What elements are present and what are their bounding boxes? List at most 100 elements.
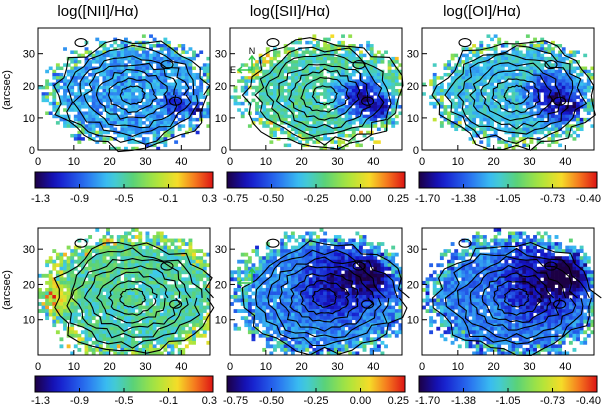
heatmap-cell xyxy=(141,333,146,338)
heatmap-cell xyxy=(369,47,374,51)
heatmap-cell xyxy=(362,259,367,264)
heatmap-cell xyxy=(116,85,121,90)
heatmap-cell xyxy=(177,333,182,338)
heatmap-cell xyxy=(109,252,114,257)
heatmap-cell xyxy=(504,56,509,61)
heatmap-cell xyxy=(394,263,399,268)
heatmap-cell xyxy=(387,72,392,77)
heatmap-cell xyxy=(152,69,157,74)
heatmap-cell xyxy=(536,56,541,61)
heatmap-cell xyxy=(376,95,381,99)
heatmap-cell xyxy=(163,242,168,246)
heatmap-cell xyxy=(439,95,444,99)
colorbar-tick-label: -0.9 xyxy=(70,395,89,405)
heatmap-cell xyxy=(206,316,211,321)
heatmap-cell xyxy=(127,337,132,342)
heatmap-cell xyxy=(490,108,494,112)
heatmap-cell xyxy=(255,280,259,285)
heatmap-cell xyxy=(540,40,545,45)
heatmap-cell xyxy=(77,111,82,115)
heatmap-cell xyxy=(159,108,164,112)
heatmap-cell xyxy=(308,95,313,99)
heatmap-cell xyxy=(290,231,295,236)
heatmap-cell xyxy=(398,111,403,115)
heatmap-cell xyxy=(244,108,249,112)
heatmap-cell xyxy=(355,89,360,93)
heatmap-cell xyxy=(265,280,270,285)
heatmap-cell xyxy=(134,252,139,257)
heatmap-cell xyxy=(84,319,89,324)
heatmap-cell xyxy=(312,47,317,51)
heatmap-cell xyxy=(145,287,150,292)
heatmap-cell xyxy=(290,76,295,80)
heatmap-cell xyxy=(511,92,516,96)
heatmap-cell xyxy=(120,95,125,99)
heatmap-cell xyxy=(337,133,342,138)
heatmap-cell xyxy=(149,98,153,103)
heatmap-cell xyxy=(177,238,182,243)
heatmap-cell xyxy=(131,53,136,58)
heatmap-cell xyxy=(348,124,353,128)
heatmap-cell xyxy=(522,133,527,138)
heatmap-cell xyxy=(138,114,143,119)
heatmap-cell xyxy=(184,85,189,90)
heatmap-cell xyxy=(479,98,484,103)
heatmap-cell xyxy=(184,333,189,338)
heatmap-cell xyxy=(319,249,324,253)
heatmap-cell xyxy=(113,312,118,317)
heatmap-cell xyxy=(116,235,121,239)
heatmap-cell xyxy=(283,263,288,268)
heatmap-cell xyxy=(262,121,267,125)
heatmap-cell xyxy=(52,302,57,306)
heatmap-cell xyxy=(369,270,374,275)
heatmap-cell xyxy=(55,295,60,299)
heatmap-cell xyxy=(472,117,477,122)
heatmap-cell xyxy=(113,105,118,109)
heatmap-cell xyxy=(95,319,100,324)
heatmap-cell xyxy=(572,105,577,109)
heatmap-cell xyxy=(70,302,75,306)
heatmap-cell xyxy=(447,121,451,125)
heatmap-cell xyxy=(529,72,534,77)
heatmap-cell xyxy=(265,245,270,250)
heatmap-cell xyxy=(102,121,107,125)
heatmap-cell xyxy=(134,66,139,71)
heatmap-cell xyxy=(450,76,455,80)
heatmap-cell xyxy=(287,266,292,271)
heatmap-cell xyxy=(120,256,125,261)
heatmap-cell xyxy=(48,111,53,115)
heatmap-cell xyxy=(70,66,75,71)
heatmap-cell xyxy=(540,124,545,128)
heatmap-cell xyxy=(141,92,146,96)
heatmap-cell xyxy=(298,124,302,128)
heatmap-cell xyxy=(106,72,110,77)
heatmap-cell xyxy=(348,249,353,253)
heatmap-cell xyxy=(312,56,317,61)
heatmap-cell xyxy=(167,256,171,261)
heatmap-cell xyxy=(152,330,157,335)
heatmap-cell xyxy=(167,105,171,109)
heatmap-cell xyxy=(184,312,189,317)
heatmap-cell xyxy=(233,95,238,99)
heatmap-cell xyxy=(98,298,103,303)
heatmap-cell xyxy=(337,85,342,90)
heatmap-cell xyxy=(124,298,128,303)
heatmap-cell xyxy=(316,140,320,144)
heatmap-cell xyxy=(95,105,100,109)
heatmap-cell xyxy=(195,76,200,80)
heatmap-cell xyxy=(515,133,520,138)
heatmap-cell xyxy=(145,235,150,239)
heatmap-cell xyxy=(376,76,381,80)
heatmap-cell xyxy=(308,242,313,246)
heatmap-cell xyxy=(366,249,371,253)
heatmap-cell xyxy=(52,105,57,109)
heatmap-cell xyxy=(181,298,186,303)
heatmap-cell xyxy=(134,114,139,119)
heatmap-cell xyxy=(124,130,128,135)
heatmap-cell xyxy=(170,295,175,299)
heatmap-cell xyxy=(518,56,523,61)
heatmap-cell xyxy=(181,238,186,243)
heatmap-cell xyxy=(159,340,164,345)
heatmap-cell xyxy=(63,298,67,303)
heatmap-cell xyxy=(326,137,331,141)
